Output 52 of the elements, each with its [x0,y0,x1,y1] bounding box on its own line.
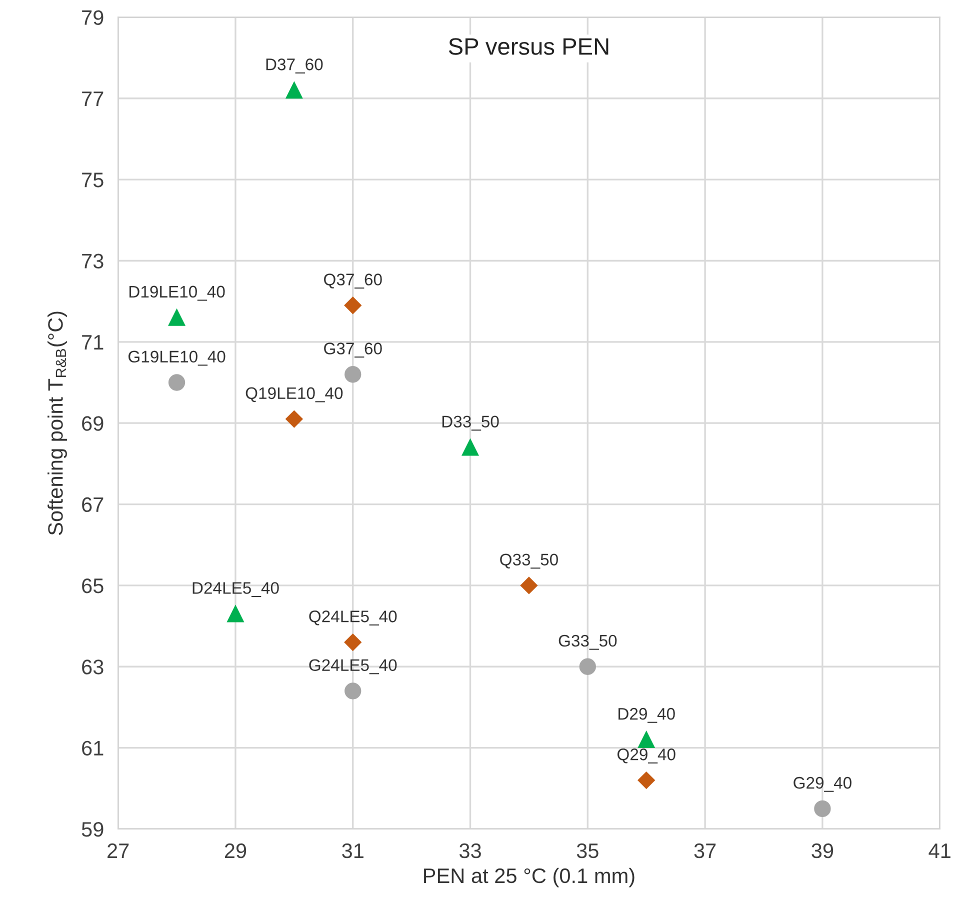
point [168,309,186,326]
x-tick-label: 33 [459,843,481,858]
y-tick-label: 63 [82,660,104,674]
x-tick-label: 31 [342,843,364,858]
annotation: G33_50 [558,634,617,650]
x-tick-label: 37 [694,843,716,858]
annotation: G24LE5_40 [309,659,397,674]
point [814,800,831,818]
annotation: D37_60 [266,58,323,74]
annotation: G37_60 [324,342,382,358]
y-tick-label: 73 [82,254,104,268]
point [520,576,538,594]
point [344,366,362,383]
annotation: G19LE10_40 [128,350,226,366]
y-tick-label: 67 [82,497,104,512]
point [579,658,596,675]
annotation: Q33_50 [500,554,558,569]
point [638,772,655,789]
point [168,374,186,391]
x-tick-label: 39 [812,843,834,858]
annotation: D24LE5_40 [192,582,279,598]
x-tick-label: 29 [224,843,246,858]
x-tick-label: 35 [576,843,598,858]
x-axis-title: PEN at 25 °C (0.1 mm) [424,868,634,888]
y-tick-label: 71 [82,335,104,350]
y-tick-label: 65 [82,578,104,594]
y-tick-label: 77 [82,92,104,106]
point [344,682,362,700]
point [286,410,303,428]
text: SP versus PEN [448,38,608,55]
point [462,439,479,456]
x-tick-label: 41 [928,844,950,858]
x-tick-label: 27 [108,843,129,858]
annotation: Q37_60 [324,274,382,289]
y-tick-label: 59 [82,822,104,837]
point [344,296,362,314]
y-tick-label: 79 [82,10,104,25]
point [638,731,655,748]
annotation: D29_40 [618,708,675,723]
y-tick-label: 69 [82,416,104,431]
annotation: Q24LE5_40 [309,610,397,626]
point [344,634,362,651]
y-tick-label: 61 [82,740,104,756]
annotation: D33_50 [442,416,499,431]
point [227,606,244,622]
annotation: G29_40 [794,776,852,792]
y-axis-title: Softening point T$_{R&B}$(°C) [48,312,67,535]
annotation: D19LE10_40 [129,286,225,301]
point [286,82,303,99]
annotation: Q29_40 [617,748,676,764]
annotation: Q19LE10_40 [246,387,343,402]
y-tick-label: 75 [82,172,104,188]
